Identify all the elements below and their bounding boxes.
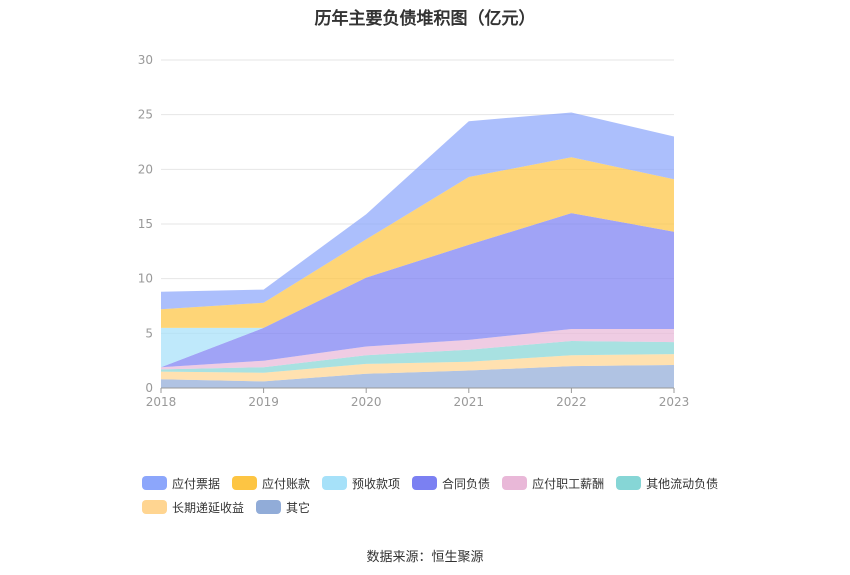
area-series [161,112,674,310]
legend-swatch [232,476,258,490]
y-tick-label: 5 [145,326,153,340]
legend-swatch [142,476,167,490]
area-series [161,354,674,382]
legend-label: 其它 [286,500,311,515]
legend-swatch [142,500,167,514]
legend-item-bills-payable[interactable]: 应付票据 [142,475,220,492]
legend-label: 应付账款 [262,476,311,491]
y-tick-label: 20 [138,162,153,176]
legend-item-deferred-income[interactable]: 长期递延收益 [142,499,244,516]
axis-layer: 0 5 10 15 20 25 30 2018 2019 2020 2021 2022 2023 [138,53,690,409]
legend-label: 应付职工薪酬 [532,476,605,491]
y-tick-label: 10 [138,272,153,286]
legend-swatch [256,500,282,514]
area-series [161,213,674,368]
area-series [161,157,674,328]
legend-item-other-current-liabilities[interactable]: 其他流动负债 [616,475,718,492]
x-tick-label: 2018 [146,395,177,409]
data-source: 数据来源：恒生聚源 [366,550,484,565]
y-tick-label: 30 [138,53,153,67]
area-series [161,341,674,373]
x-tick-label: 2019 [248,395,279,409]
legend-swatch [616,476,642,490]
legend-item-accounts-payable[interactable]: 应付账款 [232,475,310,492]
chart-title: 历年主要负债堆积图（亿元） [314,9,536,29]
legend-label: 应付票据 [172,476,221,491]
area-layer [161,112,674,388]
legend-swatch [412,476,438,490]
x-tick-label: 2021 [454,395,485,409]
legend-label: 合同负债 [442,476,491,491]
legend-row-2: 长期递延收益 其它 [142,495,742,519]
legend-item-employee-pay[interactable]: 应付职工薪酬 [502,475,604,492]
legend-swatch [502,476,528,490]
legend-label: 预收款项 [352,476,401,491]
x-tick-label: 2020 [351,395,382,409]
area-series [161,365,674,388]
x-tick-label: 2023 [659,395,690,409]
y-tick-label: 15 [138,217,153,231]
legend-swatch [322,476,348,490]
area-series [161,329,674,370]
legend-row-1: 应付票据 应付账款 预收款项 合同负债 应付职工薪酬 其他流动负债 [142,471,742,495]
y-tick-label: 0 [145,381,153,395]
legend-item-other[interactable]: 其它 [256,499,310,516]
legend: 应付票据 应付账款 预收款项 合同负债 应付职工薪酬 其他流动负债 长期递延收益 [142,471,742,519]
legend-item-advance-receipts[interactable]: 预收款项 [322,475,400,492]
legend-label: 长期递延收益 [172,500,245,515]
x-tick-label: 2022 [556,395,587,409]
legend-item-contract-liabilities[interactable]: 合同负债 [412,475,490,492]
legend-label: 其他流动负债 [646,476,719,491]
y-tick-label: 25 [138,108,153,122]
